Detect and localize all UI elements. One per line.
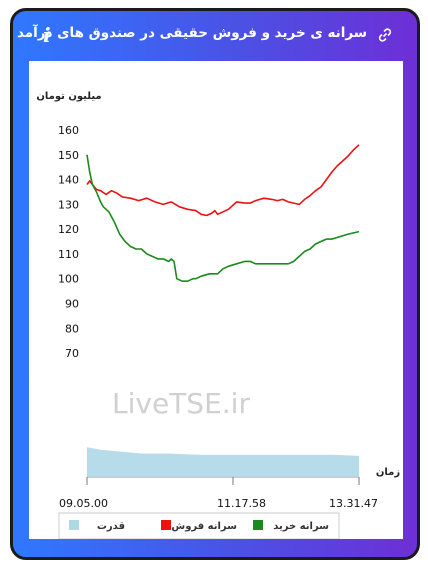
y-axis-label: میلیون تومان <box>36 91 101 102</box>
y-tick-label: 130 <box>58 198 79 211</box>
chart-title: سرانه ی خرید و فروش حقیقی در صندوق های د… <box>10 25 367 41</box>
legend-swatch-sell[interactable] <box>161 520 171 530</box>
x-tick-label: 09.05.00 <box>59 497 108 510</box>
link-icon[interactable] <box>377 27 393 43</box>
y-tick-label: 160 <box>58 124 79 137</box>
y-tick-label: 100 <box>58 273 79 286</box>
chart-card: سرانه ی خرید و فروش حقیقی در صندوق های د… <box>10 8 420 560</box>
series-layer <box>86 144 360 477</box>
y-tick-label: 150 <box>58 149 79 162</box>
legend-label-sell[interactable]: سرانه فروش <box>171 521 237 532</box>
series-sell <box>86 144 360 217</box>
info-icon[interactable]: i <box>43 23 51 47</box>
legend-box <box>58 512 340 540</box>
y-tick-label: 110 <box>58 248 79 261</box>
chart-svg: میلیون تومان زمان 09.05.00 11.17.58 13.3… <box>36 91 400 540</box>
y-tick-label: 70 <box>65 347 79 360</box>
x-axis-label: زمان <box>376 467 400 478</box>
legend-label-power[interactable]: قدرت <box>97 521 125 532</box>
y-tick-label: 120 <box>58 223 79 236</box>
card-header: سرانه ی خرید و فروش حقیقی در صندوق های د… <box>13 11 417 61</box>
watermark: LiveTSE.ir <box>112 387 250 420</box>
y-tick-labels: 70 80 90 100 110 120 130 140 150 160 <box>58 124 79 360</box>
chart-panel: میلیون تومان زمان 09.05.00 11.17.58 13.3… <box>29 61 403 540</box>
legend-label-buy[interactable]: سرانه خرید <box>273 521 329 532</box>
legend-swatch-power[interactable] <box>69 520 79 530</box>
y-tick-label: 80 <box>65 322 79 335</box>
y-tick-label: 140 <box>58 174 79 187</box>
x-tick-label: 13.31.47 <box>329 497 378 510</box>
series-power <box>87 447 359 477</box>
y-tick-label: 90 <box>65 298 79 311</box>
x-tick-label: 11.17.58 <box>217 497 266 510</box>
legend-swatch-buy[interactable] <box>253 520 263 530</box>
series-buy <box>86 154 360 282</box>
